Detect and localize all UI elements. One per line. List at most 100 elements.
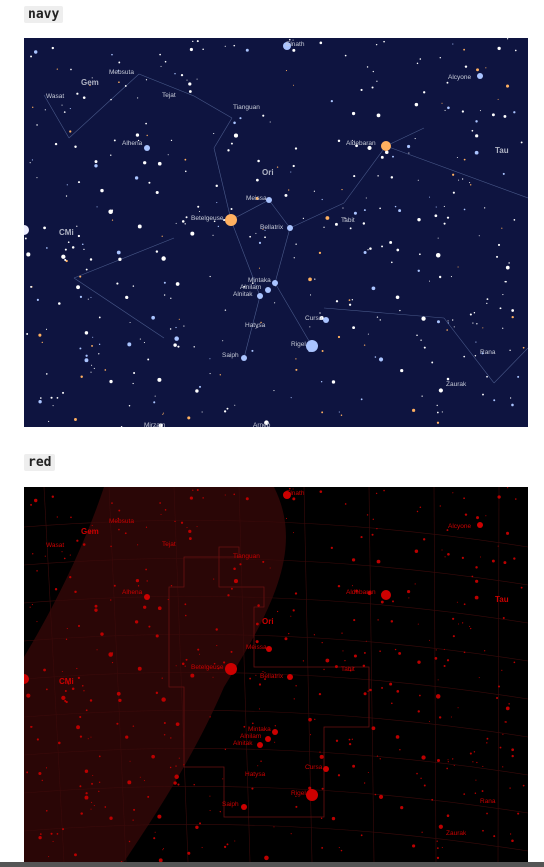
- background: [24, 38, 528, 427]
- star: [46, 247, 48, 249]
- star: [319, 751, 321, 753]
- star: [503, 561, 507, 565]
- star: [376, 316, 379, 318]
- star: [36, 570, 38, 572]
- star: [157, 814, 162, 819]
- star: [441, 411, 443, 413]
- star: [384, 150, 389, 154]
- star: [96, 206, 98, 208]
- star: [170, 585, 173, 587]
- star-label: Arneb: [253, 422, 271, 427]
- star: [34, 498, 38, 503]
- star: [474, 595, 479, 600]
- star: [417, 660, 421, 664]
- star: [96, 649, 98, 651]
- star: [186, 527, 188, 529]
- star: [162, 848, 165, 850]
- star: [98, 316, 101, 319]
- star: [290, 171, 292, 173]
- star: [396, 690, 400, 693]
- star: [367, 333, 369, 335]
- star: [30, 503, 32, 506]
- star: [502, 617, 505, 620]
- star: [461, 622, 464, 624]
- star: [475, 134, 479, 138]
- star: [196, 526, 198, 528]
- star: [52, 840, 54, 842]
- star: [509, 349, 511, 351]
- star: [450, 716, 452, 718]
- star: [183, 325, 185, 327]
- star: [517, 375, 520, 378]
- star: [436, 320, 440, 324]
- star: [249, 677, 252, 680]
- star: [79, 275, 82, 278]
- star: [491, 559, 495, 563]
- star: [395, 735, 400, 739]
- star: [463, 208, 466, 211]
- star: [147, 795, 150, 798]
- star-label: Tianguan: [233, 104, 260, 111]
- star: [376, 755, 379, 757]
- bright-star: [144, 145, 150, 151]
- star: [295, 795, 297, 797]
- star: [217, 667, 220, 670]
- star: [67, 241, 70, 244]
- star: [472, 761, 474, 763]
- star: [295, 368, 298, 371]
- star: [394, 648, 397, 651]
- star: [469, 752, 472, 755]
- star: [470, 627, 472, 630]
- star: [517, 812, 520, 815]
- star: [129, 322, 131, 324]
- star: [177, 783, 180, 786]
- star: [383, 489, 385, 492]
- star: [51, 46, 55, 50]
- star: [482, 327, 484, 329]
- star: [452, 758, 454, 760]
- star: [399, 309, 401, 312]
- star: [369, 688, 372, 692]
- star: [175, 282, 180, 286]
- star: [31, 286, 33, 288]
- star: [379, 207, 381, 210]
- star: [116, 691, 121, 696]
- star: [209, 809, 211, 812]
- star: [46, 688, 48, 691]
- star: [64, 699, 67, 702]
- star: [290, 833, 292, 835]
- star: [219, 810, 221, 813]
- star-label: Hatysa: [245, 322, 266, 329]
- star: [443, 664, 446, 668]
- star: [367, 771, 369, 773]
- star: [491, 113, 495, 117]
- star: [216, 201, 218, 204]
- star: [513, 219, 516, 221]
- star: [335, 739, 339, 742]
- star: [74, 418, 77, 421]
- star: [137, 224, 142, 229]
- star: [421, 755, 426, 760]
- bright-star: [225, 663, 237, 675]
- star: [321, 198, 323, 201]
- bright-star: [241, 804, 247, 810]
- star: [360, 398, 363, 401]
- star: [320, 381, 323, 383]
- star: [481, 352, 484, 355]
- star: [117, 517, 120, 520]
- star: [482, 393, 484, 396]
- star: [353, 175, 356, 178]
- star: [26, 693, 31, 698]
- star: [344, 659, 346, 662]
- star: [148, 181, 151, 184]
- star-label: Rigel: [291, 341, 306, 348]
- star: [193, 346, 195, 348]
- star: [260, 760, 262, 762]
- star: [400, 806, 404, 810]
- grid-line: [497, 487, 500, 862]
- star: [323, 668, 325, 671]
- bright-star: [381, 141, 391, 151]
- star-label: Tianguan: [233, 553, 260, 560]
- star: [458, 623, 460, 625]
- star: [421, 316, 426, 321]
